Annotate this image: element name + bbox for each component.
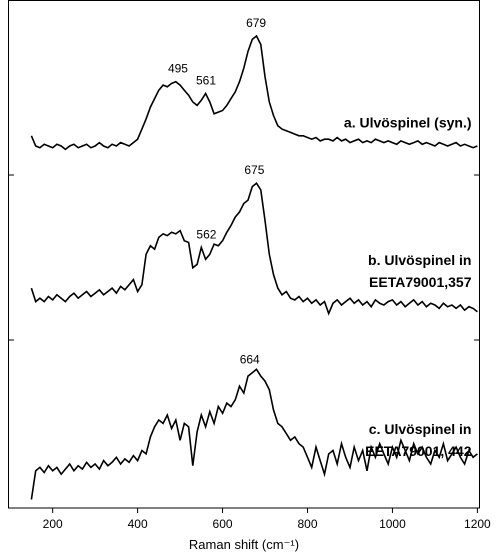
- x-tick-label: 800: [297, 517, 317, 531]
- x-tick-label: 600: [213, 517, 233, 531]
- spectrum-line: [30, 34, 478, 151]
- peak-label: 679: [246, 16, 266, 30]
- x-tick-label: 1200: [464, 517, 491, 531]
- peak-label: 562: [196, 227, 216, 241]
- spectrum-line: [30, 182, 478, 316]
- series-label-line: b. Ulvöspinel in: [368, 252, 471, 268]
- x-tick-label: 200: [43, 517, 63, 531]
- x-tick-label: 1000: [379, 517, 406, 531]
- peak-label: 561: [196, 74, 216, 88]
- peak-label: 675: [244, 163, 264, 177]
- series-label-line: EETA79001, 442: [365, 443, 472, 459]
- series-label: c. Ulvöspinel in EETA79001, 442: [365, 421, 472, 459]
- peak-label: 664: [240, 353, 260, 367]
- series-label-line: c. Ulvöspinel in: [369, 421, 472, 437]
- x-axis-label: Raman shift (cm⁻¹): [189, 537, 299, 552]
- series-label: a. Ulvöspinel (syn.): [344, 115, 472, 131]
- plot-frame: [8, 0, 480, 509]
- series-label-line: EETA79001,357: [369, 274, 472, 290]
- series-label: b. Ulvöspinel in EETA79001,357: [368, 252, 472, 290]
- x-tick-label: 400: [128, 517, 148, 531]
- spectrum-line: [30, 368, 478, 500]
- peak-label: 495: [168, 62, 188, 76]
- series-label-line: a. Ulvöspinel (syn.): [344, 115, 472, 131]
